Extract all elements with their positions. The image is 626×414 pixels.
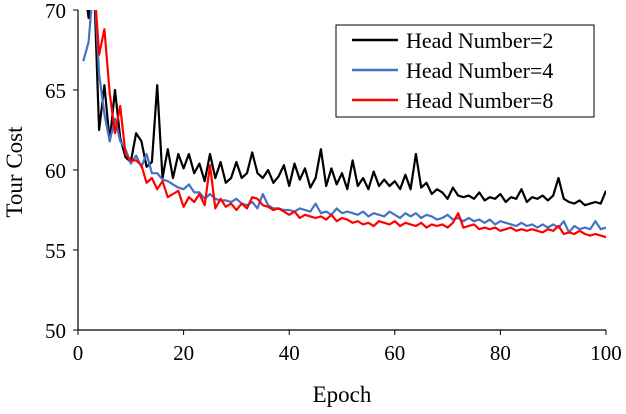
series-layer — [82, 10, 606, 239]
y-axis-title: Tour Cost — [2, 126, 27, 218]
y-tick-label: 65 — [45, 79, 66, 103]
y-tick-label: 70 — [45, 0, 66, 23]
series-line-2 — [82, 10, 606, 234]
legend-label-series-1: Head Number=2 — [406, 28, 553, 53]
y-tick-label: 50 — [45, 319, 66, 343]
x-tick-label: 60 — [384, 341, 405, 365]
y-tick-label: 60 — [45, 159, 66, 183]
legend-label-series-2: Head Number=4 — [406, 58, 553, 83]
legend: Head Number=2 Head Number=4 Head Number=… — [335, 24, 595, 118]
tick-layer: 0 20 40 60 80 100 50 55 60 65 70 — [45, 0, 622, 365]
x-axis-title: Epoch — [313, 382, 372, 407]
series-line-1 — [86, 10, 606, 207]
x-tick-label: 0 — [73, 341, 84, 365]
x-tick-label: 100 — [590, 341, 622, 365]
series-line-3 — [94, 10, 606, 239]
x-tick-label: 20 — [173, 341, 194, 365]
legend-label-series-3: Head Number=8 — [406, 88, 553, 113]
y-tick-label: 55 — [45, 239, 66, 263]
x-tick-label: 80 — [490, 341, 511, 365]
x-tick-label: 40 — [279, 341, 300, 365]
